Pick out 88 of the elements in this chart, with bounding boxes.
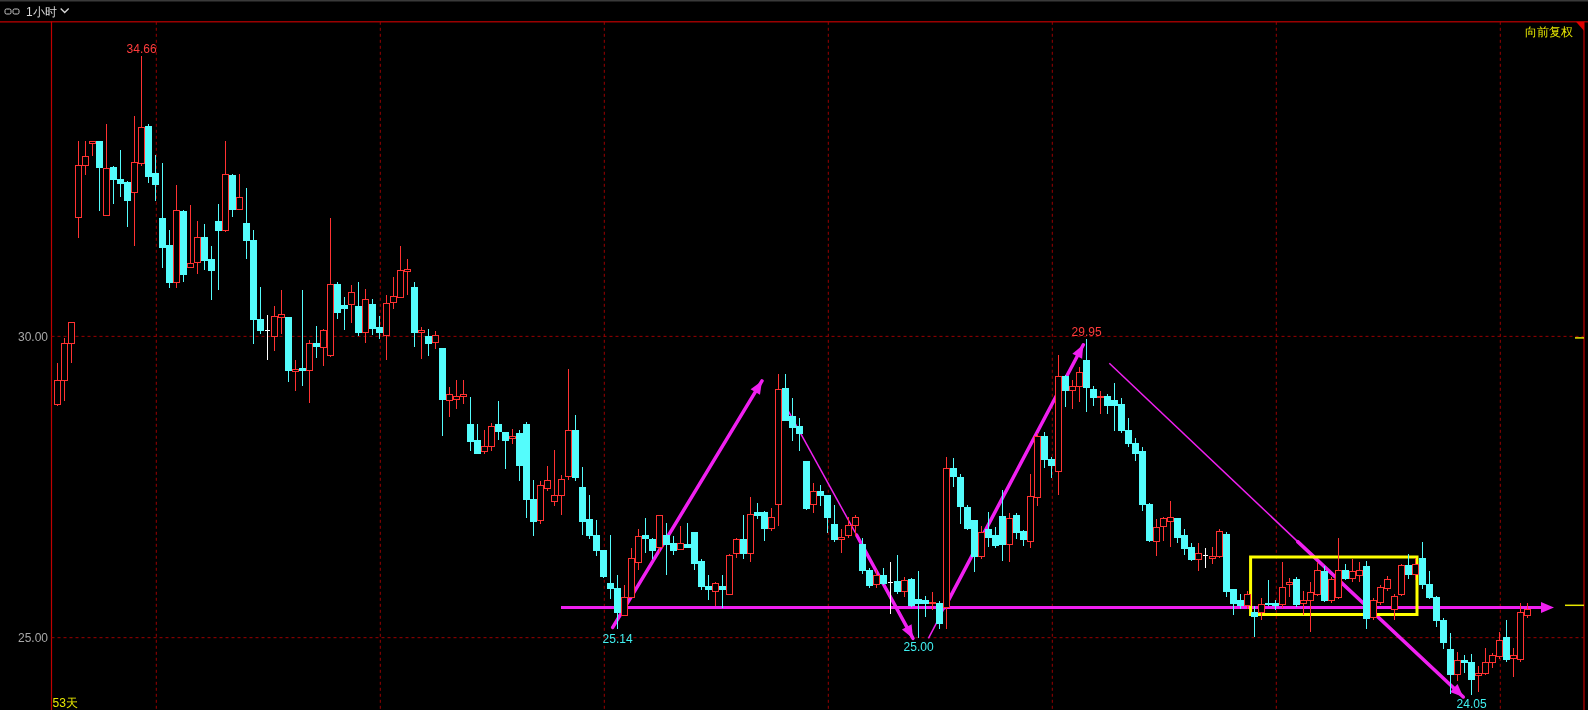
candlestick — [1195, 542, 1202, 572]
candlestick — [1055, 354, 1062, 496]
candlestick — [1062, 374, 1069, 408]
candlestick — [901, 576, 908, 598]
candlestick — [1398, 563, 1405, 597]
candlestick — [215, 203, 222, 291]
annotation: 25.00 — [903, 640, 934, 655]
candlestick — [285, 317, 292, 383]
candlestick — [1412, 557, 1419, 581]
candlestick — [768, 507, 775, 532]
candlestick — [880, 567, 887, 586]
candlestick — [978, 525, 985, 560]
y-tick-label: 30.00 — [17, 329, 49, 344]
candlestick — [943, 457, 950, 630]
candlestick — [495, 400, 502, 441]
candlestick — [873, 569, 880, 589]
candlestick — [89, 141, 96, 157]
candlestick — [1363, 560, 1370, 630]
candlestick — [740, 514, 747, 560]
candlestick — [1405, 553, 1412, 580]
candlestick — [838, 528, 845, 554]
annotation: 53天 — [52, 696, 78, 710]
candlestick — [1503, 619, 1510, 663]
chart-title: 1小时 — [26, 4, 57, 19]
candlestick — [929, 591, 936, 611]
candlestick — [1202, 548, 1209, 569]
candlestick — [810, 482, 817, 514]
candlestick — [831, 504, 838, 543]
annotation: 24.05 — [1456, 697, 1487, 710]
candlestick — [1083, 338, 1090, 413]
candlestick — [572, 414, 579, 482]
candlestick — [236, 173, 243, 211]
candlestick — [418, 326, 425, 360]
candlestick — [355, 281, 362, 337]
candlestick — [292, 359, 299, 392]
candlestick — [173, 184, 180, 289]
candlestick — [103, 123, 110, 217]
candlestick — [229, 173, 236, 218]
candlestick — [1244, 590, 1251, 610]
candlestick — [509, 428, 516, 445]
candlestick — [957, 473, 964, 525]
candlestick — [719, 574, 726, 609]
candlestick — [187, 204, 194, 269]
annotation: 34.66 — [126, 41, 157, 56]
candlestick — [1342, 563, 1349, 581]
candlestick — [1454, 651, 1461, 682]
candlestick — [439, 347, 446, 437]
candlestick — [712, 581, 719, 607]
candlestick — [1293, 576, 1300, 608]
candlestick — [1258, 597, 1265, 621]
candlestick — [1286, 577, 1293, 598]
candlestick — [383, 294, 390, 361]
candlestick — [565, 368, 572, 481]
candlestick — [362, 288, 369, 344]
candlestick — [1321, 565, 1328, 603]
candlestick — [194, 220, 201, 275]
candlestick — [1006, 512, 1013, 563]
candlestick — [894, 554, 901, 595]
candlestick — [887, 561, 894, 615]
candlestick — [1447, 632, 1454, 695]
annotation: 29.95 — [1071, 325, 1102, 340]
candlestick — [1251, 605, 1258, 638]
candlestick — [313, 325, 320, 359]
candlestick — [775, 373, 782, 527]
candlestick — [747, 496, 754, 563]
candlestick — [1391, 593, 1398, 621]
candlestick — [306, 339, 313, 404]
candlestick — [299, 289, 306, 387]
candlestick — [1153, 518, 1160, 557]
candlestick — [432, 330, 439, 350]
candlestick — [96, 140, 103, 212]
candlestick — [425, 328, 432, 357]
candlestick — [803, 461, 810, 511]
candlestick — [1097, 390, 1104, 415]
candlestick — [502, 432, 509, 470]
candlestick — [222, 140, 229, 233]
candlestick — [264, 314, 271, 361]
candlestick — [677, 525, 684, 551]
candlestick — [950, 457, 957, 488]
annotation: 向前复权 — [1525, 25, 1573, 39]
candlestick — [180, 209, 187, 283]
candlestick — [348, 284, 355, 324]
candlestick — [411, 281, 418, 348]
candlestick — [656, 514, 663, 554]
candlestick — [936, 600, 943, 630]
candlestick — [1090, 385, 1097, 407]
annotation: 25.14 — [602, 631, 633, 646]
candlestick — [1279, 561, 1286, 609]
